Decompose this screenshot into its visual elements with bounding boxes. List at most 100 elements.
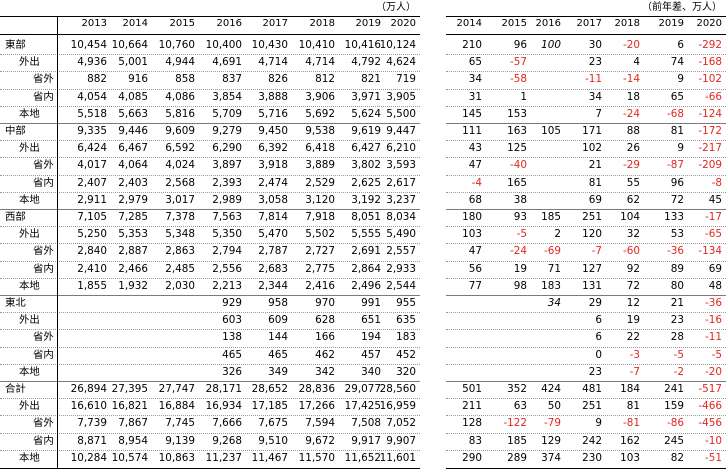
- cell-value: 9,609: [165, 125, 195, 137]
- cell-value: 465: [268, 348, 288, 361]
- cell-value: 5,350: [212, 228, 242, 241]
- cell-value: 2,794: [212, 245, 242, 258]
- row-rule-left: [0, 105, 420, 107]
- cell-value: 17,425: [344, 400, 381, 413]
- row-rule-left: [0, 312, 420, 314]
- row-rule-right: [446, 449, 726, 451]
- cell-diff: 26: [626, 142, 640, 155]
- cell-diff: 0: [595, 348, 602, 361]
- cell-diff: 210: [462, 39, 482, 51]
- cell-diff: 81: [626, 400, 640, 413]
- cell-diff: 2: [554, 228, 561, 241]
- row-rule-right: [446, 54, 726, 56]
- cell-diff: -172: [698, 125, 722, 137]
- cell-value: 10,760: [158, 39, 195, 51]
- cell-diff: 47: [468, 245, 482, 258]
- cell-diff: 180: [462, 211, 482, 223]
- cell-diff: -14: [623, 73, 640, 86]
- cell-value: 3,058: [258, 193, 288, 206]
- year-header-right: 2015: [501, 18, 527, 29]
- cell-diff: 127: [582, 262, 602, 275]
- cell-value: 2,403: [118, 176, 148, 189]
- group-rule-right: [446, 209, 726, 210]
- cell-value: 1,855: [77, 279, 107, 292]
- cell-value: 2,416: [305, 279, 335, 292]
- row-rule-right: [446, 312, 726, 314]
- cell-value: 5,692: [305, 107, 335, 120]
- cell-value: 16,884: [158, 400, 195, 413]
- cell-value: 5,624: [351, 107, 381, 120]
- row-rule-right: [446, 346, 726, 348]
- cell-value: 2,683: [258, 262, 288, 275]
- year-header-left: 2013: [81, 18, 107, 29]
- cell-diff: 290: [462, 451, 482, 464]
- row-rule-left: [0, 174, 420, 176]
- row-rule-right: [446, 260, 726, 262]
- cell-diff: 481: [582, 383, 602, 395]
- cell-value: 6,210: [386, 142, 416, 155]
- cell-diff: 53: [670, 228, 684, 241]
- cell-diff: 103: [620, 451, 640, 464]
- cell-diff: 80: [670, 279, 684, 292]
- row-rule-right: [446, 174, 726, 176]
- cell-diff: 104: [620, 211, 640, 223]
- cell-value: 2,625: [351, 176, 381, 189]
- row-label: 外出: [19, 56, 40, 69]
- cell-diff: 56: [468, 262, 482, 275]
- cell-value: 4,624: [386, 56, 416, 69]
- cell-value: 2,485: [165, 262, 195, 275]
- cell-diff: -29: [623, 159, 640, 172]
- row-rule-left: [0, 449, 420, 451]
- cell-value: 349: [268, 365, 288, 378]
- row-rule-left: [0, 226, 420, 228]
- cell-value: 11,601: [379, 451, 416, 464]
- cell-value: 4,017: [77, 159, 107, 172]
- cell-diff: 50: [547, 400, 561, 413]
- cell-value: 10,124: [379, 39, 416, 51]
- row-rule-right: [446, 105, 726, 107]
- cell-value: 955: [396, 297, 416, 309]
- bottom-rule-right: [446, 468, 726, 469]
- bottom-rule-left: [0, 468, 420, 469]
- row-rule-right: [446, 398, 726, 400]
- cell-value: 10,430: [251, 39, 288, 51]
- cell-diff: 72: [670, 193, 684, 206]
- cell-value: 2,864: [351, 262, 381, 275]
- year-header-right: 2017: [576, 18, 602, 29]
- cell-value: 7,508: [351, 417, 381, 430]
- cell-value: 5,555: [351, 228, 381, 241]
- cell-value: 138: [222, 331, 242, 344]
- cell-diff: 165: [507, 176, 527, 189]
- row-rule-left: [0, 140, 420, 142]
- cell-value: 826: [268, 73, 288, 86]
- cell-value: 2,691: [351, 245, 381, 258]
- group-rule-right: [446, 123, 726, 124]
- cell-diff: 96: [670, 176, 684, 189]
- cell-value: 11,237: [205, 451, 242, 464]
- row-rule-left: [0, 277, 420, 279]
- cell-value: 3,889: [305, 159, 335, 172]
- cell-value: 2,863: [165, 245, 195, 258]
- row-rule-right: [446, 432, 726, 434]
- cell-diff: 30: [588, 39, 602, 51]
- cell-diff: 71: [547, 262, 561, 275]
- cell-value: 3,906: [305, 90, 335, 103]
- cell-value: 29,077: [344, 383, 381, 395]
- cell-diff: -81: [623, 417, 640, 430]
- cell-diff: 34: [547, 297, 561, 309]
- cell-diff: 63: [513, 400, 527, 413]
- cell-diff: 34: [468, 73, 482, 86]
- cell-diff: 6: [677, 39, 684, 51]
- cell-value: 821: [361, 73, 381, 86]
- cell-value: 603: [222, 314, 242, 327]
- cell-diff: 125: [507, 142, 527, 155]
- cell-value: 9,447: [386, 125, 416, 137]
- cell-value: 10,410: [298, 39, 335, 51]
- cell-diff: 131: [582, 279, 602, 292]
- cell-value: 9,619: [351, 125, 381, 137]
- cell-diff: -24: [510, 245, 527, 258]
- cell-diff: 120: [582, 228, 602, 241]
- cell-value: 812: [315, 73, 335, 86]
- cell-diff: 6: [595, 314, 602, 327]
